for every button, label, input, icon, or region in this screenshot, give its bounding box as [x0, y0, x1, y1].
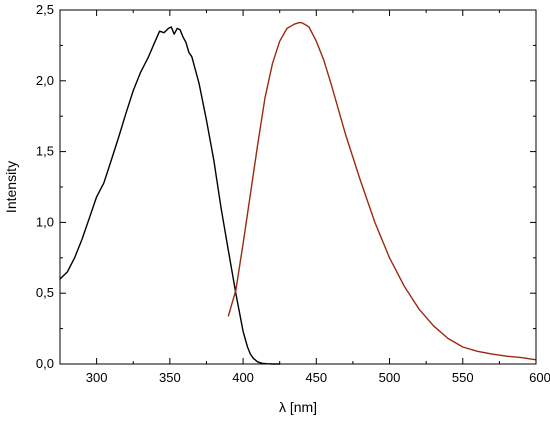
x-tick-label: 550: [452, 370, 474, 385]
x-tick-label: 450: [305, 370, 327, 385]
x-tick-label: 300: [86, 370, 108, 385]
y-axis-ticks: 0,0 0,5 1,0 1,5 2,0 2,5: [36, 2, 536, 371]
y-tick-label: 1,0: [36, 214, 54, 229]
x-tick-label: 350: [159, 370, 181, 385]
x-tick-label: 500: [379, 370, 401, 385]
y-tick-label: 0,0: [36, 356, 54, 371]
plot-frame: [59, 9, 537, 365]
y-tick-label: 2,5: [36, 2, 54, 17]
series-line-2: [227, 22, 537, 361]
y-axis-label: Intensity: [3, 161, 19, 213]
x-tick-label: 600: [529, 370, 550, 385]
series-line-1: [59, 26, 281, 365]
x-axis-ticks: 300 350 400 450 500 550 600: [59, 10, 550, 385]
series-group: [59, 22, 537, 365]
x-tick-label: 400: [232, 370, 254, 385]
y-tick-label: 0,5: [36, 285, 54, 300]
y-tick-label: 1,5: [36, 144, 54, 159]
x-axis-label: λ [nm]: [279, 399, 317, 415]
y-tick-label: 2,0: [36, 73, 54, 88]
